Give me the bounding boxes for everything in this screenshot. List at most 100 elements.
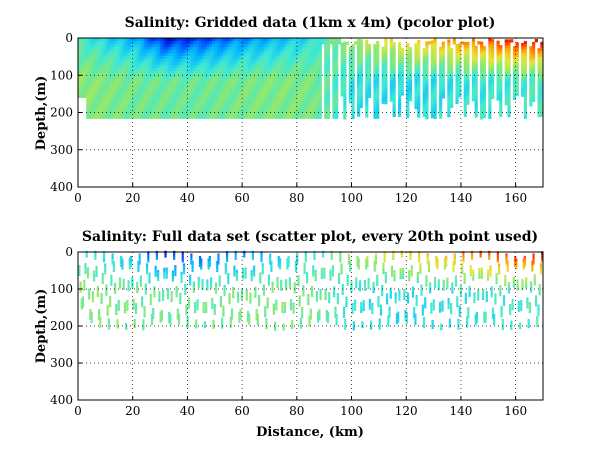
salinity-cell [529, 99, 533, 104]
salinity-cell [283, 61, 287, 66]
salinity-cell [143, 79, 147, 84]
scatter-point [201, 278, 204, 282]
salinity-cell [88, 85, 93, 90]
salinity-cell [132, 106, 136, 110]
salinity-cell [108, 52, 112, 57]
salinity-cell [88, 88, 93, 93]
salinity-cell [417, 102, 421, 106]
scatter-point [192, 281, 195, 284]
salinity-cell [217, 64, 221, 69]
salinity-cell [332, 103, 336, 107]
salinity-cell [198, 88, 202, 93]
salinity-cell [294, 52, 298, 57]
scatter-point [339, 257, 342, 261]
salinity-cell [80, 58, 84, 63]
salinity-cell [231, 112, 235, 116]
salinity-cell [425, 53, 429, 57]
salinity-cell [430, 64, 434, 68]
salinity-cell [132, 79, 136, 84]
salinity-cell [351, 112, 355, 117]
salinity-cell [83, 91, 87, 96]
salinity-cell [315, 49, 320, 54]
salinity-cell [480, 77, 484, 81]
scatter-point [267, 283, 271, 286]
scatter-point [294, 263, 298, 266]
salinity-cell [310, 103, 314, 107]
salinity-cell [305, 97, 309, 101]
salinity-cell [348, 46, 352, 50]
salinity-cell [83, 43, 87, 48]
salinity-cell [294, 91, 298, 96]
salinity-cell [91, 73, 95, 78]
scatter-point [362, 300, 365, 303]
salinity-cell [277, 76, 281, 81]
scatter-point [214, 287, 218, 290]
scatter-point [116, 326, 119, 329]
salinity-cell [455, 94, 459, 99]
scatter-point [213, 306, 216, 309]
scatter-point [190, 255, 193, 258]
salinity-cell [359, 86, 363, 91]
salinity-cell [367, 49, 372, 54]
salinity-cell [132, 70, 136, 75]
salinity-cell [135, 112, 139, 116]
salinity-cell [274, 115, 279, 119]
scatter-point [170, 291, 173, 294]
scatter-point [244, 271, 247, 275]
salinity-cell [471, 47, 476, 51]
scatter-point [323, 271, 326, 275]
salinity-cell [285, 43, 290, 48]
salinity-cell [173, 52, 177, 57]
salinity-cell [78, 38, 82, 42]
salinity-cell [384, 98, 388, 102]
scatter-point [267, 274, 271, 277]
salinity-cell [261, 52, 265, 57]
salinity-cell [173, 115, 177, 119]
salinity-cell [236, 52, 240, 57]
salinity-cell [307, 94, 311, 98]
salinity-cell [447, 81, 451, 85]
salinity-cell [231, 100, 235, 104]
salinity-cell [190, 73, 194, 78]
salinity-cell [121, 38, 125, 42]
salinity-cell [488, 61, 492, 66]
salinity-cell [294, 115, 298, 119]
scatter-point [94, 253, 97, 256]
salinity-cell [239, 79, 243, 84]
scatter-point [223, 291, 226, 294]
salinity-cell [135, 38, 139, 42]
salinity-cell [466, 56, 470, 61]
salinity-cell [313, 106, 317, 110]
salinity-cell [168, 88, 172, 93]
salinity-cell [458, 43, 462, 47]
salinity-cell [458, 46, 462, 50]
salinity-cell [247, 82, 251, 87]
salinity-cell [507, 104, 511, 109]
salinity-cell [285, 76, 290, 81]
salinity-cell [110, 97, 114, 101]
salinity-cell [110, 52, 114, 57]
salinity-cell [165, 100, 169, 104]
salinity-cell [274, 94, 279, 98]
salinity-cell [326, 49, 331, 54]
salinity-cell [343, 92, 347, 96]
salinity-cell [357, 110, 361, 114]
salinity-cell [258, 97, 262, 101]
salinity-cell [291, 85, 295, 90]
salinity-cell [146, 76, 150, 81]
scatter-point [350, 281, 353, 284]
salinity-cell [119, 55, 123, 60]
salinity-cell [250, 76, 254, 81]
salinity-cell [157, 94, 161, 98]
scatter-point [211, 306, 214, 310]
salinity-cell [491, 51, 495, 55]
salinity-cell [88, 109, 93, 113]
salinity-cell [168, 46, 172, 51]
salinity-cell [521, 51, 525, 56]
scatter-point [341, 288, 344, 291]
salinity-cell [195, 38, 199, 42]
salinity-cell [250, 85, 254, 90]
salinity-cell [261, 94, 265, 98]
scatter-point [317, 313, 320, 316]
salinity-cell [250, 106, 254, 110]
